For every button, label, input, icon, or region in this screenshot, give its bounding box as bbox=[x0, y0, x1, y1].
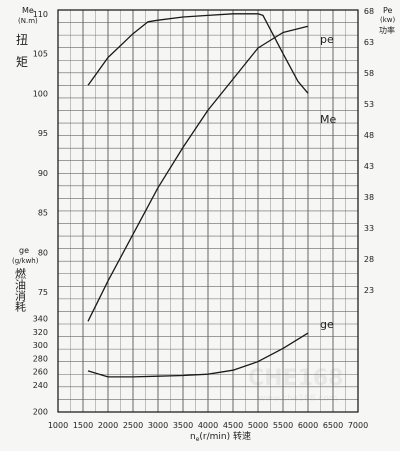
torque-tick-label: 110 bbox=[33, 10, 48, 19]
x-tick-label: 5500 bbox=[273, 421, 293, 430]
x-tick-label: 6500 bbox=[323, 421, 343, 430]
power-tick-label: 28 bbox=[364, 255, 374, 264]
torque-tick-label: 95 bbox=[38, 129, 48, 138]
torque-tick-label: 90 bbox=[38, 169, 48, 178]
x-tick-label: 5000 bbox=[248, 421, 268, 430]
x-tick-label: 1000 bbox=[48, 421, 68, 430]
series-label-ge: ge bbox=[320, 318, 334, 331]
series-label-me: Me bbox=[320, 113, 336, 126]
power-tick-label: 43 bbox=[364, 162, 374, 171]
fuel-axis-unit: (g/kwh) bbox=[12, 257, 39, 265]
svg-text:CHE168: CHE168 bbox=[248, 366, 344, 391]
x-tick-label: 6000 bbox=[298, 421, 318, 430]
plot-frame bbox=[57, 9, 359, 413]
series-line-me bbox=[87, 13, 309, 94]
torque-axis-side-text-1: 扭 bbox=[16, 33, 28, 47]
plot-grid bbox=[58, 10, 358, 412]
x-axis-label-subscript: e bbox=[196, 436, 200, 443]
torque-tick-label: 100 bbox=[33, 89, 48, 98]
x-tick-label: 3000 bbox=[148, 421, 168, 430]
power-tick-label: 63 bbox=[364, 38, 374, 47]
fuel-tick-label: 320 bbox=[33, 328, 48, 337]
fuel-tick-label: 200 bbox=[33, 407, 48, 416]
svg-text:www.che168.com: www.che168.com bbox=[258, 394, 338, 404]
fuel-tick-label: 280 bbox=[33, 354, 48, 363]
x-tick-label: 4000 bbox=[198, 421, 218, 430]
torque-axis-label: Me bbox=[22, 6, 34, 15]
torque-tick-label: 80 bbox=[38, 248, 48, 257]
series-label-pe: pe bbox=[320, 33, 334, 46]
fuel-tick-label: 240 bbox=[33, 381, 48, 390]
fuel-tick-label: 300 bbox=[33, 341, 48, 350]
x-tick-label: 1500 bbox=[73, 421, 93, 430]
x-axis-label-symbol: n bbox=[190, 432, 196, 442]
fuel-tick-label: 340 bbox=[33, 315, 48, 324]
x-axis-label: ne(r/min) 转速 bbox=[190, 430, 251, 443]
fuel-tick-label: 260 bbox=[33, 368, 48, 377]
x-tick-label: 2000 bbox=[98, 421, 118, 430]
power-tick-label: 38 bbox=[364, 193, 374, 202]
watermark-logo: CHE168 www.che168.com bbox=[248, 366, 344, 404]
torque-axis-unit: (N.m) bbox=[18, 17, 38, 25]
fuel-axis-side-text: 燃油消耗 bbox=[14, 267, 27, 312]
x-tick-label: 7000 bbox=[348, 421, 368, 430]
power-tick-label: 48 bbox=[364, 131, 374, 140]
tick-labels: 1000 1500 2000 2500 3000 3500 4000 4500 5000 5500… bbox=[33, 7, 374, 430]
power-tick-label: 23 bbox=[364, 286, 374, 295]
curves-layer: pe Me ge bbox=[87, 13, 336, 378]
power-tick-label: 68 bbox=[364, 7, 374, 16]
power-axis-label: Pe bbox=[383, 6, 393, 15]
torque-tick-label: 105 bbox=[33, 50, 48, 59]
series-line-ge bbox=[87, 332, 309, 378]
x-tick-label: 4500 bbox=[223, 421, 243, 430]
power-axis-side-text: 功率 bbox=[379, 25, 395, 35]
fuel-axis-label: ge bbox=[19, 246, 29, 255]
x-tick-label: 3500 bbox=[173, 421, 193, 430]
torque-axis-side-text-2: 矩 bbox=[16, 55, 28, 69]
power-tick-label: 53 bbox=[364, 100, 374, 109]
x-tick-label: 2500 bbox=[123, 421, 143, 430]
torque-tick-label: 85 bbox=[38, 209, 48, 218]
power-axis-unit: (kw) bbox=[380, 16, 396, 24]
series-line-pe bbox=[87, 25, 309, 322]
x-axis-label-unit: (r/min) 转速 bbox=[199, 430, 251, 442]
power-tick-label: 58 bbox=[364, 69, 374, 78]
power-tick-label: 33 bbox=[364, 224, 374, 233]
torque-tick-label: 75 bbox=[38, 288, 48, 297]
